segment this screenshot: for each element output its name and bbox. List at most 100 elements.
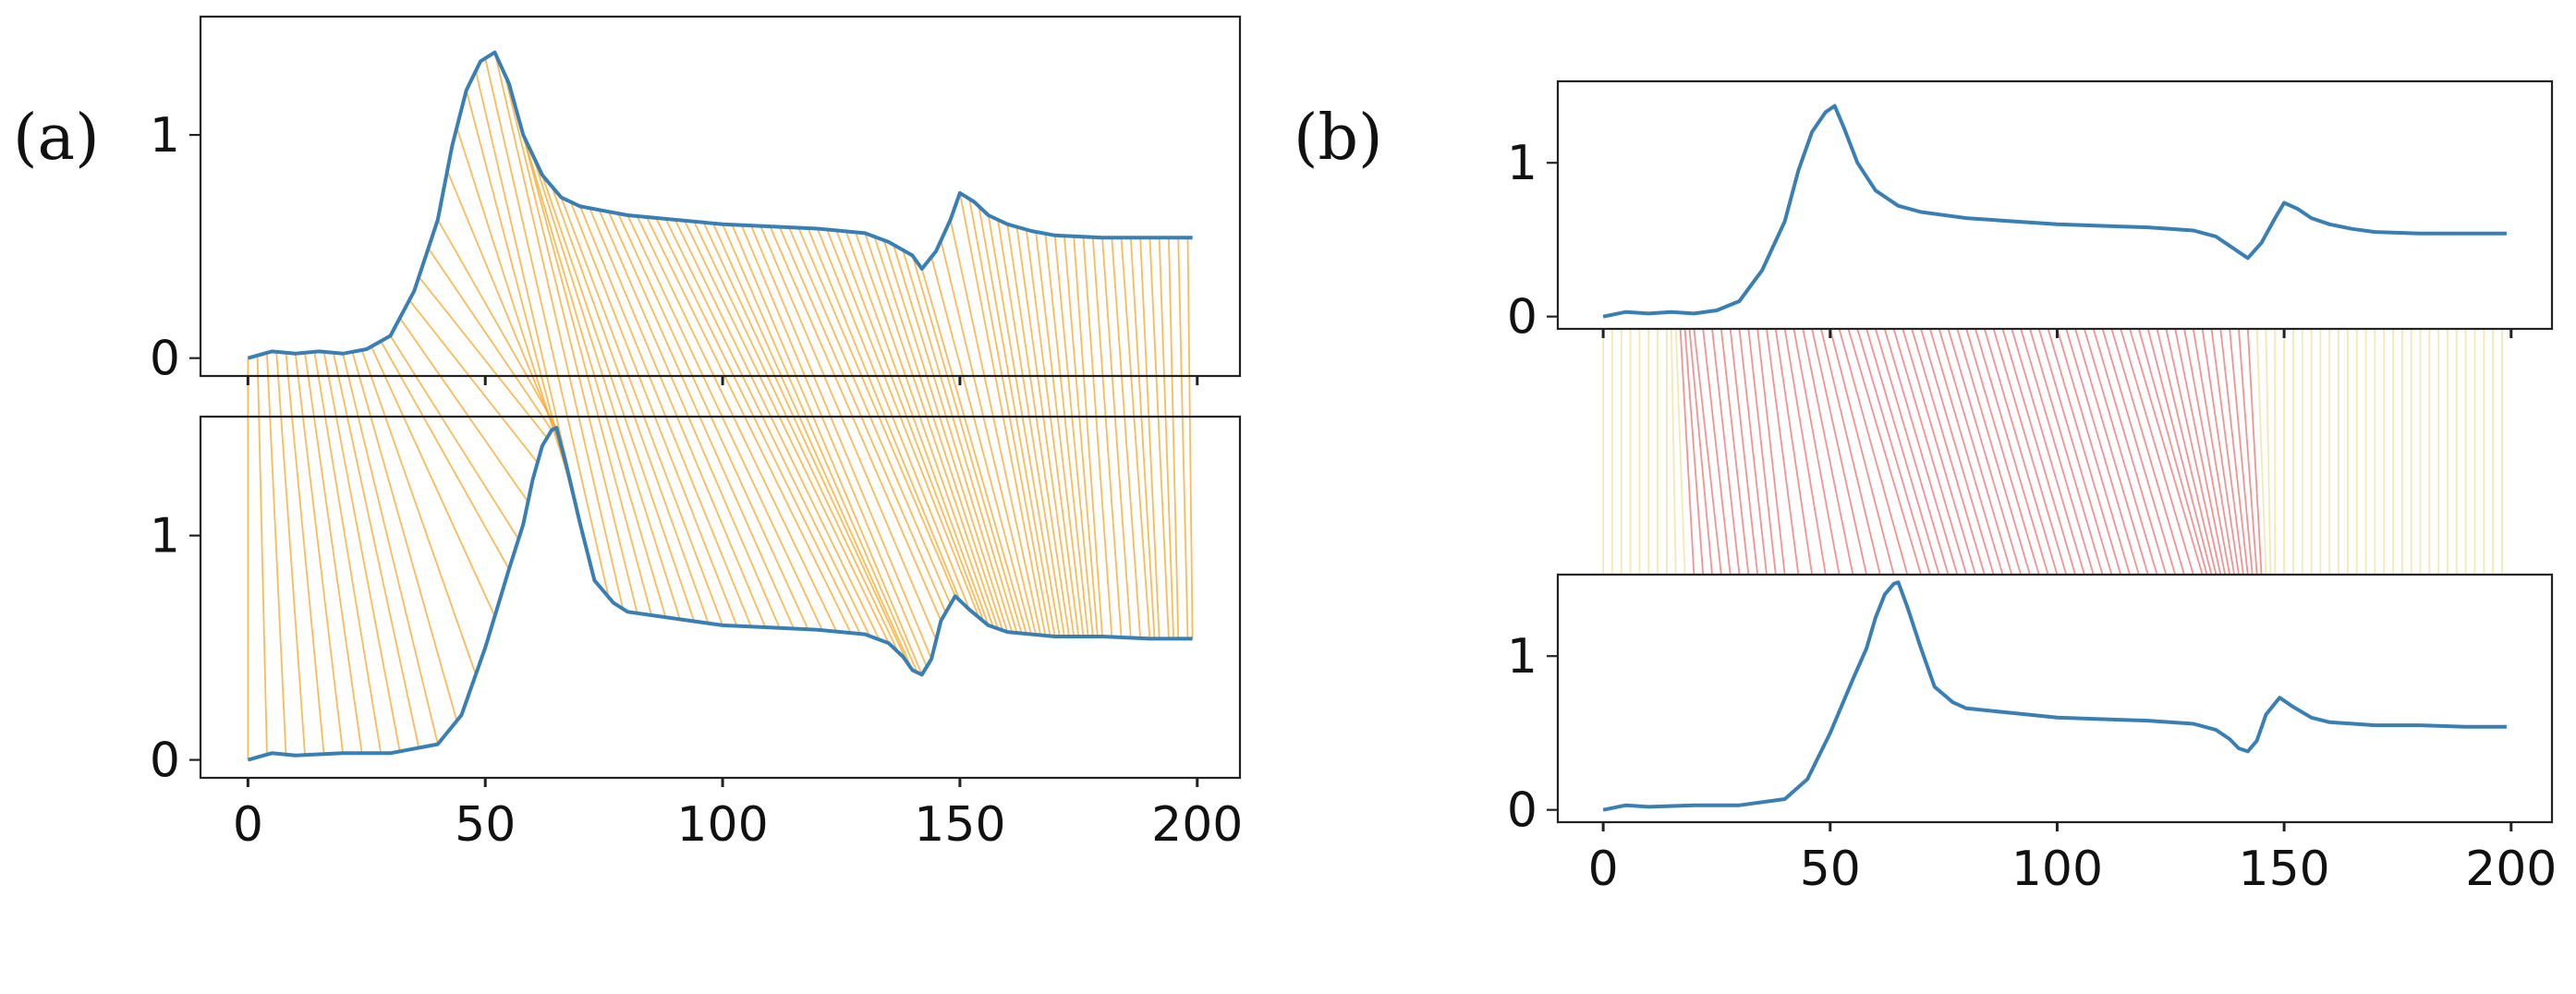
warp-line [778,226,947,613]
warp-line [408,299,539,464]
warp-line [484,57,610,598]
warp-line [1073,236,1103,637]
warp-line [2120,328,2194,576]
warp-line [360,349,477,675]
warp-line [2037,328,2113,576]
y-tick-label: 1 [1507,629,1537,685]
y-tick-label: 0 [150,733,180,789]
warp-line [1035,231,1085,637]
warp-line [503,72,638,613]
warp-line [2101,328,2177,576]
warp-lines-b [1602,328,2503,576]
warp-line [1139,237,1160,639]
warp-line [2265,328,2272,576]
warp-line [1992,328,2068,576]
warp-line [437,219,558,429]
warp-line [1829,328,1895,576]
warp-line [1129,237,1156,639]
warp-line [1929,328,2004,576]
series-line-bottom [247,426,1193,762]
warp-line [1847,328,1922,576]
warp-line [513,100,652,616]
warp-line [342,353,439,745]
warp-line [493,52,625,610]
warp-line [1053,235,1094,637]
warp-line [531,154,681,620]
warp-line [1875,328,1950,576]
warp-line [322,351,401,752]
warp-line [893,244,1014,633]
warp-line [949,219,1042,636]
warp-line [911,255,1023,634]
warp-line [446,170,563,446]
warp-line [920,268,1027,635]
warp-line [304,352,363,754]
warp-line [1063,236,1099,637]
warp-line [2165,328,2222,576]
warp-line [2183,328,2231,576]
warp-line [598,209,781,629]
warp-line [2065,328,2140,576]
warp-line [987,214,1061,637]
warp-line [1883,328,1959,576]
warp-line [997,219,1065,637]
warp-line [959,192,1047,636]
warp-line [313,351,383,754]
warp-line [1186,237,1194,639]
warp-line [1774,328,1814,576]
warp-line [873,236,1004,631]
warp-line [1111,237,1142,639]
subplot-frame [1556,573,2554,824]
y-tick-label: 0 [1507,783,1537,839]
warp-line [1015,226,1075,637]
warp-line [1729,328,1759,576]
series-line-top [247,50,1193,360]
panel-b: 01 010 50 100 150 200 [1507,79,2557,897]
warp-line [655,217,861,635]
warp-line [2210,328,2244,576]
warp-line [1688,328,1713,576]
warp-line [560,197,723,626]
warp-line [589,207,767,628]
warp-line [2084,328,2158,576]
warp-line [1120,237,1151,639]
warp-line [940,240,1037,636]
subplot-a-bottom: 0 1 0 50 100 150 200 [150,415,1243,853]
warp-line [722,224,918,673]
warp-line [569,201,738,626]
warp-line [797,227,956,597]
warp-line [2011,328,2085,576]
warp-line [2092,328,2168,576]
warp-line [551,186,710,624]
warp-line [351,351,458,721]
warp-line [1091,236,1123,638]
subplot-a-top: 01 [150,15,1242,387]
warp-line [807,227,961,601]
warp-line [1168,237,1180,639]
y-tick-label: 0 [1507,290,1537,345]
warp-line [1766,328,1800,576]
warp-line [1148,237,1170,639]
x-tick-label: 0 [233,797,263,853]
warp-line [1006,224,1070,637]
warp-line [2156,328,2218,576]
x-tick-label: 0 [1588,842,1619,897]
warp-line [294,353,345,754]
warp-line [1983,328,2059,576]
warp-line [1670,328,1677,576]
warp-line [2074,328,2149,576]
warp-line [1838,328,1909,576]
warp-line [2029,328,2104,576]
warp-line [607,211,795,629]
warp-line [1856,328,1931,576]
warp-line [1956,328,2031,576]
warp-line [1792,328,1841,576]
warp-line [930,256,1032,635]
warp-line [759,225,938,640]
warp-line [1747,328,1777,576]
warp-line [1865,328,1940,576]
warp-line [1082,236,1113,637]
warp-line [2146,328,2213,576]
panel-label-a: (a) [13,102,100,175]
warp-line [2246,328,2263,576]
